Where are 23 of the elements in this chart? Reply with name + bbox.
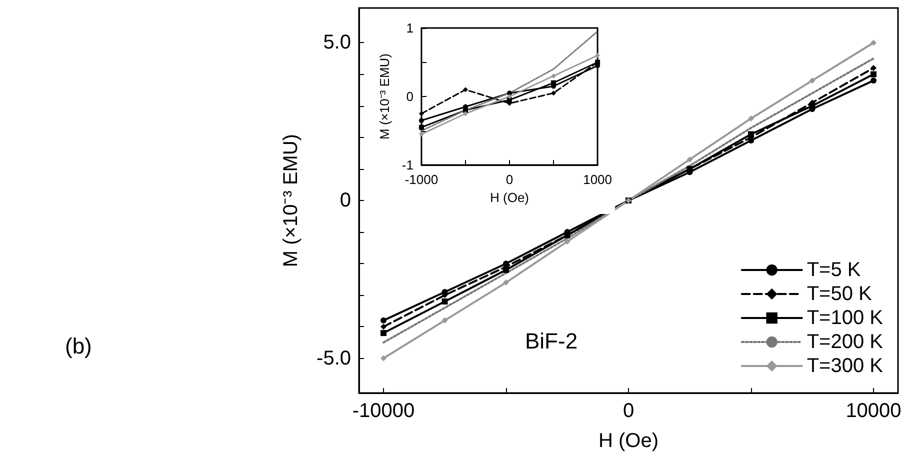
legend-label: T=100 K <box>806 307 884 329</box>
x-axis-title: H (Oe) <box>490 190 529 205</box>
y-tick-label: -1 <box>402 158 414 172</box>
x-axis-title: H (Oe) <box>598 430 658 452</box>
legend-label: T=50 K <box>806 283 873 305</box>
y-tick-label: 0 <box>406 89 414 104</box>
x-tick-label: 0 <box>622 400 634 422</box>
x-tick-label: -1000 <box>404 172 438 187</box>
y-axis-title: M (×10⁻³ EMU) <box>377 54 392 140</box>
x-tick-label: 0 <box>506 172 514 187</box>
y-tick-label: -5.0 <box>316 347 351 370</box>
y-tick-label: 0 <box>340 190 351 212</box>
y-tick-label: 1 <box>406 20 414 36</box>
x-tick-label: -10000 <box>352 400 415 422</box>
legend-label: T=200 K <box>806 331 884 353</box>
legend-label: T=300 K <box>806 355 884 377</box>
text: (b) <box>65 334 92 358</box>
legend-label: T=5 K <box>806 259 862 281</box>
y-axis-title: M (×10⁻³ EMU) <box>280 134 302 268</box>
annotation: BiF-2 <box>525 328 578 354</box>
x-tick-label: 1000 <box>583 172 612 187</box>
x-tick-label: 10000 <box>846 400 902 422</box>
y-tick-label: 5.0 <box>323 32 351 54</box>
